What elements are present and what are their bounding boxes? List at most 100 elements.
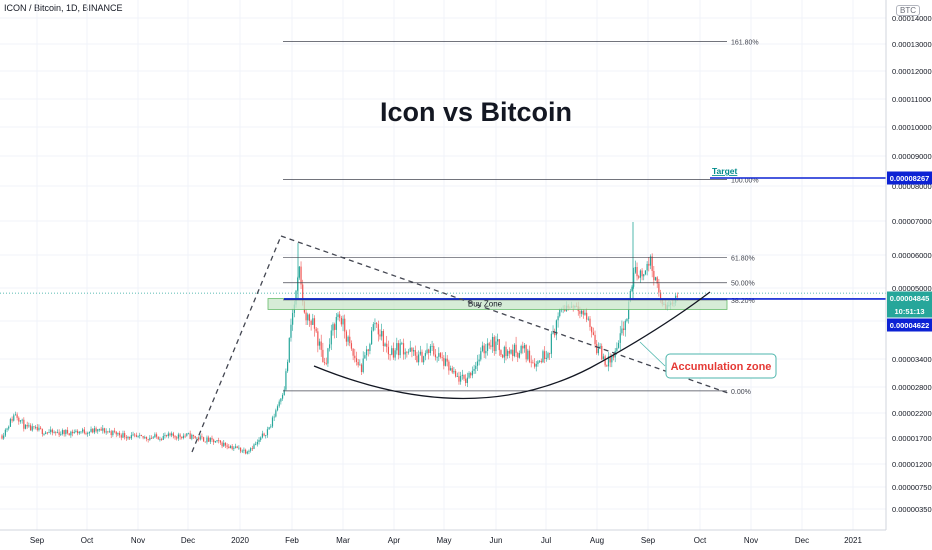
x-tick-label: 2020 — [231, 536, 249, 545]
accumulation-curve[interactable] — [313, 291, 711, 400]
x-tick-label: Dec — [181, 536, 195, 545]
fib-level-label: 38.20% — [731, 298, 755, 305]
candle-body — [391, 348, 393, 355]
candle-body — [352, 348, 354, 356]
candle-body — [337, 314, 339, 317]
time-axis[interactable]: Sep Oct Nov Dec 2020 Feb Mar Apr May Jun Jul Aug Sep… — [30, 536, 863, 545]
candle-body — [268, 427, 270, 430]
candle-body — [288, 337, 290, 362]
candle-body — [6, 428, 8, 430]
candle-body — [253, 444, 255, 449]
fib-level-label: 0.00% — [731, 389, 751, 396]
candle-body — [88, 431, 90, 434]
candle-body — [384, 343, 386, 347]
candle-body — [228, 446, 230, 449]
candle-body — [418, 354, 420, 363]
candlestick-series — [0, 222, 886, 455]
candle-body — [243, 449, 245, 451]
price-marker — [887, 318, 932, 332]
candle-body — [449, 368, 452, 371]
candle-body — [651, 256, 653, 271]
candle-body — [218, 440, 220, 441]
candle-body — [139, 434, 141, 436]
candle-body — [639, 270, 641, 278]
candle-body — [98, 428, 101, 430]
candle-body — [124, 433, 126, 438]
y-tick-label: 0.00013000 — [892, 40, 932, 49]
candle-body — [61, 430, 64, 434]
y-tick-label: 0.00003400 — [892, 355, 932, 364]
candle-body — [612, 355, 615, 358]
candle-body — [523, 345, 526, 349]
candle-body — [115, 431, 117, 435]
candle-body — [498, 339, 500, 351]
candle-body — [208, 437, 210, 442]
y-tick-label: 0.00011000 — [892, 95, 931, 104]
candle-body — [626, 318, 628, 321]
candle-body — [537, 361, 539, 365]
candle-body — [374, 323, 376, 325]
candle-body — [246, 451, 248, 454]
candle-body — [317, 331, 319, 346]
candle-body — [360, 364, 363, 373]
candle-body — [473, 368, 475, 371]
candle-body — [38, 427, 40, 431]
candle-body — [179, 434, 181, 437]
candle-body — [177, 434, 179, 439]
x-tick-label: Sep — [641, 536, 656, 545]
candle-body — [229, 446, 232, 449]
candle-body — [411, 347, 413, 352]
candle-body — [599, 345, 601, 349]
buy-zone-label: Buy Zone — [468, 300, 503, 309]
candle-body — [539, 360, 541, 362]
candle-body — [547, 353, 549, 358]
candle-body — [423, 356, 425, 363]
candle-body — [658, 283, 660, 293]
candle-body — [624, 320, 626, 331]
candle-body — [497, 339, 499, 342]
candle-body — [491, 336, 494, 347]
x-tick-label: Sep — [30, 536, 45, 545]
candle-body — [191, 434, 193, 439]
candle-body — [646, 263, 648, 271]
candle-body — [505, 346, 507, 357]
candle-body — [209, 437, 211, 442]
candle-body — [436, 356, 438, 358]
candle-body — [349, 336, 351, 344]
y-tick-label: 0.00006000 — [892, 251, 932, 260]
candle-body — [187, 433, 190, 435]
candle-body — [159, 439, 161, 441]
candle-body — [66, 429, 69, 434]
candle-body — [203, 437, 205, 442]
candle-body — [601, 345, 603, 360]
candle-body — [171, 433, 173, 436]
fib-level-label: 100.00% — [731, 177, 759, 184]
candle-body — [377, 324, 379, 335]
candle-body — [127, 436, 129, 439]
price-axis[interactable]: 0.00014000 0.00013000 0.00012000 0.00011000… — [892, 14, 932, 514]
currency-badge[interactable]: BTC — [896, 5, 920, 16]
candle-body — [520, 345, 522, 354]
trendline-up[interactable] — [191, 235, 282, 453]
candle-body — [515, 344, 517, 353]
candle-body — [241, 450, 243, 452]
candle-body — [295, 290, 297, 305]
candle-body — [290, 324, 292, 338]
accumulation-callout-box[interactable] — [665, 353, 777, 379]
candle-body — [438, 353, 440, 357]
candle-body — [150, 437, 153, 439]
candle-body — [255, 444, 257, 446]
candle-body — [197, 437, 200, 440]
trendline-down[interactable] — [280, 235, 729, 394]
candle-body — [396, 343, 398, 351]
candle-body — [345, 331, 347, 342]
target-label: Target — [712, 166, 738, 176]
candle-body — [70, 431, 72, 436]
candle-body — [35, 426, 37, 428]
candle-body — [648, 263, 650, 266]
candle-body — [149, 437, 151, 440]
candle-body — [654, 277, 657, 281]
candle-body — [29, 425, 32, 431]
candle-body — [112, 430, 114, 436]
